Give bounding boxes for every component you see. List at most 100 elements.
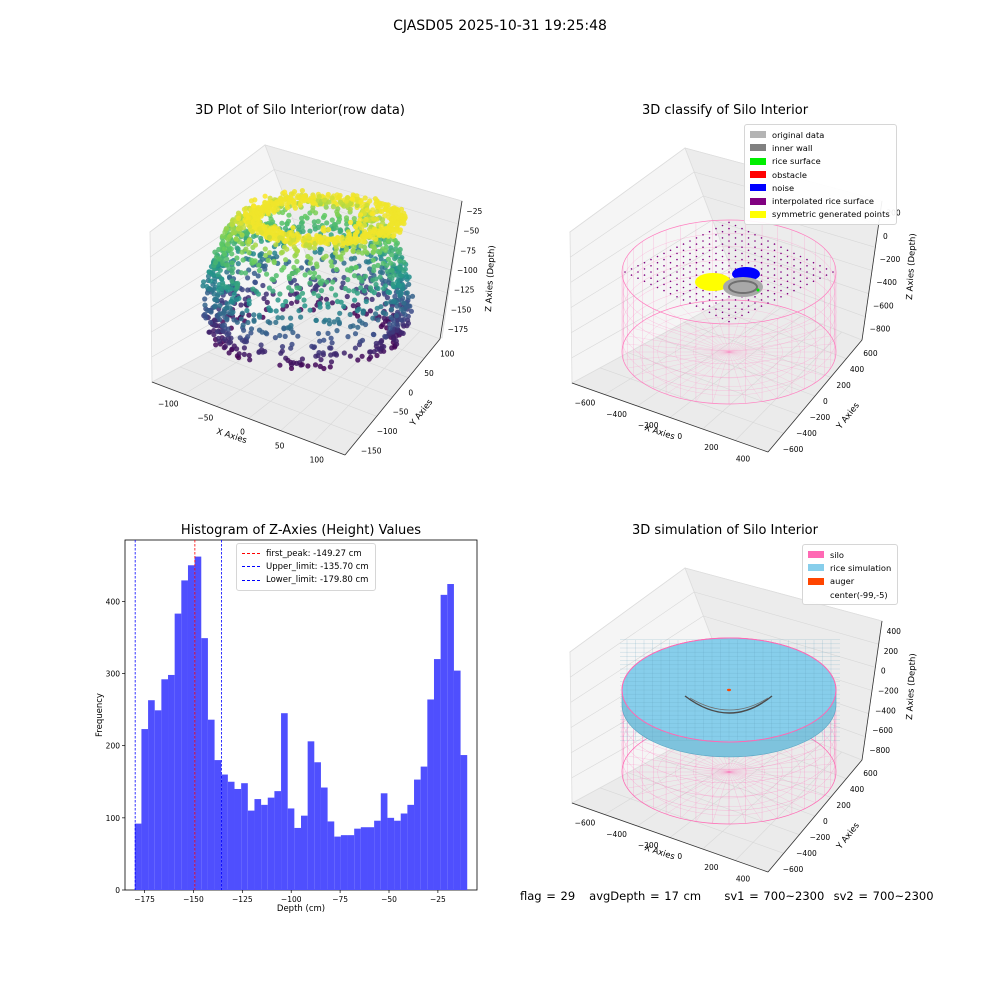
legend-item: rice simulation xyxy=(808,561,891,574)
panel1-z-tick-labels: −25 −50 −75 −100 −125 −150 −175 xyxy=(448,207,483,334)
scatter-point xyxy=(307,260,313,266)
interpolated-point xyxy=(734,317,737,320)
y-tick-label: 400 xyxy=(850,785,865,794)
scatter-point xyxy=(206,269,212,275)
histogram-x-axis-label: Depth (cm) xyxy=(277,904,325,914)
histogram-bar xyxy=(214,760,222,890)
histogram-bar xyxy=(427,699,434,890)
interpolated-point xyxy=(682,280,685,283)
scatter-point xyxy=(307,307,313,313)
scatter-point xyxy=(289,288,295,294)
interpolated-point xyxy=(780,277,782,280)
interpolated-point xyxy=(806,283,808,286)
scatter-point xyxy=(275,315,281,321)
scatter-point xyxy=(311,219,317,225)
scatter-point xyxy=(375,317,381,323)
scatter-point xyxy=(389,268,395,274)
scatter-point xyxy=(329,263,335,269)
scatter-point xyxy=(264,271,270,277)
interpolated-point xyxy=(637,265,639,267)
scatter-point xyxy=(230,265,236,272)
interpolated-point xyxy=(695,243,698,245)
panel4-y-axis-label: Y Axies xyxy=(834,821,862,853)
histogram-bar xyxy=(154,710,162,890)
scatter-point xyxy=(343,215,350,221)
interpolated-point xyxy=(702,308,704,311)
scatter-point xyxy=(212,296,219,302)
interpolated-point xyxy=(702,265,704,267)
interpolated-point xyxy=(741,240,743,242)
histogram-bar xyxy=(221,774,228,890)
histogram-x-ticks: −175 −150 −125 −100 −75 −50 −25 xyxy=(134,890,446,904)
interpolated-point xyxy=(773,274,776,276)
scatter-point xyxy=(325,330,331,336)
histogram-bar xyxy=(360,827,368,890)
scatter-point xyxy=(243,339,249,345)
scatter-point xyxy=(312,362,319,368)
z-tick-label: 0 xyxy=(881,667,886,676)
scatter-point xyxy=(272,250,278,256)
scatter-point xyxy=(393,313,399,319)
interpolated-point xyxy=(767,296,769,298)
panel1-y-axis-label: Y Axies xyxy=(408,397,436,429)
scatter-point xyxy=(318,246,324,252)
scatter-point xyxy=(347,206,353,212)
interpolated-point xyxy=(630,268,633,270)
scatter-point xyxy=(317,301,323,307)
footer-sv2: sv2 = 700~2300 xyxy=(833,889,934,903)
histogram-bar xyxy=(281,713,288,890)
scatter-point xyxy=(237,335,243,341)
scatter-point xyxy=(208,319,214,326)
interpolated-point xyxy=(780,283,782,286)
histogram-bar xyxy=(134,823,142,890)
scatter-point xyxy=(367,308,373,314)
panel1-3d-plot: −100 −50 0 50 100 −150 −100 −50 0 50 100 −25 −50 −7… xyxy=(149,144,497,465)
scatter-point xyxy=(266,234,272,240)
interpolated-point xyxy=(754,302,756,304)
x-tick-label: −100 xyxy=(158,399,179,408)
histogram-bar xyxy=(314,762,321,890)
scatter-point xyxy=(389,345,395,351)
interpolated-point xyxy=(741,258,743,261)
interpolated-point xyxy=(747,237,750,239)
scatter-point xyxy=(229,270,235,276)
scatter-point xyxy=(251,312,257,318)
scatter-point xyxy=(246,238,253,245)
scatter-point xyxy=(238,220,245,226)
interpolated-point xyxy=(773,243,776,245)
interpolated-point xyxy=(676,289,678,292)
interpolated-point xyxy=(767,240,769,242)
scatter-point xyxy=(353,265,359,271)
panel2-z-axis-label: Z Axies (Depth) xyxy=(905,233,918,300)
scatter-point xyxy=(224,332,230,338)
scatter-point xyxy=(258,342,264,348)
z-tick-label: −75 xyxy=(460,246,476,255)
scatter-point xyxy=(374,216,380,222)
interpolated-point xyxy=(760,274,763,276)
z-tick-label: −175 xyxy=(448,325,469,334)
scatter-point xyxy=(251,203,257,209)
x-tick-label: −75 xyxy=(332,895,348,904)
legend-label: rice simulation xyxy=(830,562,892,573)
scatter-point xyxy=(239,241,245,247)
interpolated-point xyxy=(708,261,711,264)
interpolated-point xyxy=(728,265,730,267)
scatter-point xyxy=(232,230,238,236)
interpolated-point xyxy=(754,240,756,242)
scatter-point xyxy=(364,207,370,213)
scatter-point xyxy=(210,272,216,278)
scatter-point xyxy=(220,233,226,239)
scatter-point xyxy=(329,300,335,306)
scatter-point xyxy=(307,270,313,276)
y-tick-label: −600 xyxy=(783,865,804,874)
y-tick-label: 600 xyxy=(863,349,878,358)
histogram-bar xyxy=(194,556,202,890)
scatter-point xyxy=(312,249,318,255)
scatter-point xyxy=(394,223,400,229)
scatter-point xyxy=(281,264,287,271)
interpolated-point xyxy=(682,249,685,252)
scatter-point xyxy=(241,351,247,357)
scatter-point xyxy=(380,322,386,328)
histogram-bar xyxy=(374,820,381,890)
scatter-point xyxy=(245,275,251,281)
